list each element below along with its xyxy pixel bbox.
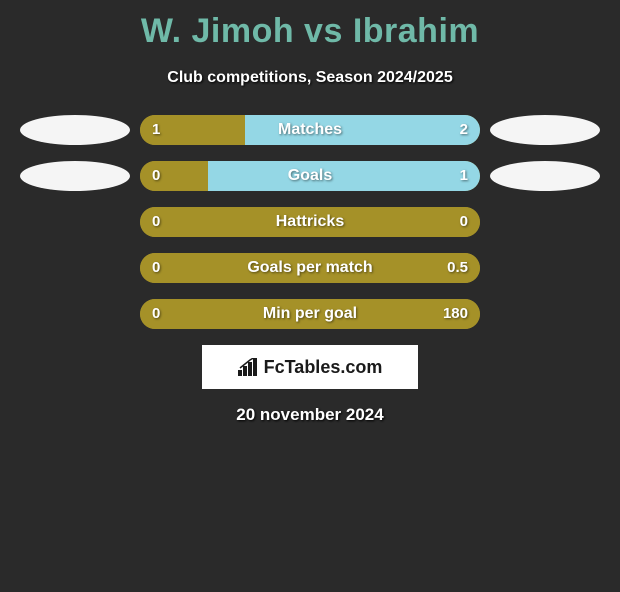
player2-value: 0.5 — [447, 253, 468, 283]
player1-logo — [20, 161, 130, 191]
stat-label: Goals per match — [140, 253, 480, 283]
player2-logo — [490, 161, 600, 191]
stat-label: Matches — [140, 115, 480, 145]
stat-label: Hattricks — [140, 207, 480, 237]
subtitle: Club competitions, Season 2024/2025 — [0, 69, 620, 87]
stat-row: 0Min per goal180 — [0, 299, 620, 329]
player2-value: 2 — [460, 115, 468, 145]
stat-bar: 1Matches2 — [140, 115, 480, 145]
player2-logo — [490, 115, 600, 145]
brand-box[interactable]: FcTables.com — [202, 345, 418, 389]
page-title: W. Jimoh vs Ibrahim — [0, 12, 620, 51]
brand-label: FcTables.com — [264, 357, 383, 378]
stat-bar: 0Hattricks0 — [140, 207, 480, 237]
footer-date: 20 november 2024 — [0, 405, 620, 425]
player2-value: 1 — [460, 161, 468, 191]
stat-row: 0Goals per match0.5 — [0, 253, 620, 283]
stat-label: Min per goal — [140, 299, 480, 329]
stat-bar: 0Goals per match0.5 — [140, 253, 480, 283]
stat-label: Goals — [140, 161, 480, 191]
stat-row: 1Matches2 — [0, 115, 620, 145]
stat-row: 0Goals1 — [0, 161, 620, 191]
stat-bar: 0Min per goal180 — [140, 299, 480, 329]
brand-chart-icon — [238, 358, 260, 376]
player1-logo — [20, 115, 130, 145]
player2-value: 0 — [460, 207, 468, 237]
stat-row: 0Hattricks0 — [0, 207, 620, 237]
stat-bar: 0Goals1 — [140, 161, 480, 191]
player2-value: 180 — [443, 299, 468, 329]
comparison-chart: 1Matches20Goals10Hattricks00Goals per ma… — [0, 115, 620, 329]
